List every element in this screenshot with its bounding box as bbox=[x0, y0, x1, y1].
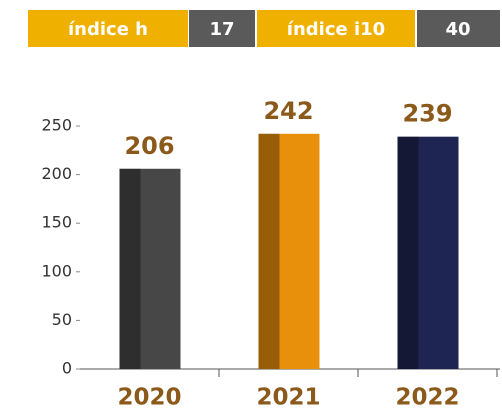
index-label: índice i10 bbox=[287, 19, 385, 40]
y-tick-label: 0 bbox=[62, 359, 72, 378]
value-label: 242 bbox=[263, 97, 313, 125]
index-bar: índice h 17 índice i10 40 bbox=[28, 10, 500, 47]
index-label-box bbox=[257, 10, 415, 47]
y-tick-label: 150 bbox=[41, 213, 72, 232]
bar bbox=[258, 133, 320, 369]
bar bbox=[119, 168, 181, 369]
index-value-box bbox=[417, 10, 500, 47]
x-tick-label: 2022 bbox=[395, 385, 459, 411]
index-value-box bbox=[189, 10, 255, 47]
index-label-box bbox=[28, 10, 188, 47]
index-value: 17 bbox=[209, 19, 234, 40]
bar-shade bbox=[258, 133, 280, 369]
index-label: índice h bbox=[68, 19, 148, 40]
y-tick-label: 250 bbox=[41, 116, 72, 135]
index-value: 40 bbox=[445, 19, 470, 40]
bar bbox=[397, 136, 459, 369]
value-label: 239 bbox=[402, 100, 452, 128]
bar-shade bbox=[119, 168, 141, 369]
y-tick-label: 200 bbox=[41, 164, 72, 183]
value-label: 206 bbox=[124, 132, 174, 160]
y-tick-label: 100 bbox=[41, 261, 72, 280]
x-tick-label: 2021 bbox=[256, 385, 320, 411]
x-tick-label: 2020 bbox=[117, 385, 181, 411]
y-tick-label: 50 bbox=[52, 310, 72, 329]
bar-shade bbox=[397, 136, 419, 369]
